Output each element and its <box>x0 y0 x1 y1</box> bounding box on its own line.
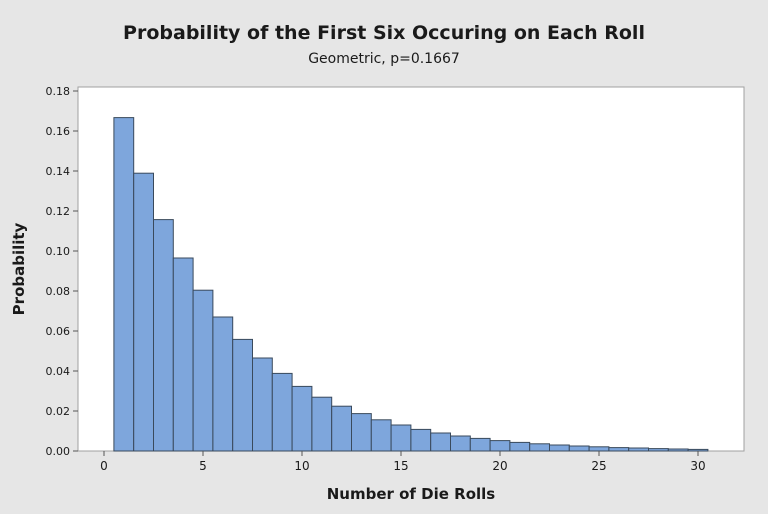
bar-18 <box>450 435 471 452</box>
bar-1 <box>113 117 135 452</box>
x-tick-label: 20 <box>492 459 507 473</box>
bar-15 <box>390 424 412 452</box>
x-axis: 0 5 10 15 20 25 30 <box>100 451 706 473</box>
y-tick-label: 0.08 <box>46 285 71 298</box>
bar-4 <box>172 257 194 452</box>
bar-14 <box>370 419 392 452</box>
y-tick-label: 0.04 <box>46 365 71 378</box>
bar-6 <box>212 316 234 452</box>
x-tick-label: 0 <box>100 459 108 473</box>
bar-10 <box>291 385 313 452</box>
bar-21 <box>509 441 531 452</box>
x-tick-label: 30 <box>690 459 705 473</box>
bar-19 <box>469 437 491 452</box>
y-tick-label: 0.14 <box>46 165 71 178</box>
bar-3 <box>153 219 174 452</box>
y-tick-label: 0.18 <box>46 85 71 98</box>
y-tick-label: 0.06 <box>46 325 71 338</box>
bar-23 <box>549 444 570 452</box>
x-tick-label: 10 <box>294 459 309 473</box>
x-tick-label: 15 <box>393 459 408 473</box>
bar-20 <box>489 440 511 452</box>
y-axis: 0.00 0.02 0.04 0.06 0.08 0.10 0.12 0.14 0.16 0.18 <box>46 85 78 458</box>
bar-29 <box>667 448 689 452</box>
y-tick-label: 0.10 <box>46 245 71 258</box>
bars-layer <box>113 117 709 452</box>
bar-30 <box>687 448 709 452</box>
bar-27 <box>628 447 650 452</box>
bar-11 <box>311 396 333 452</box>
bar-13 <box>351 413 372 452</box>
y-tick-label: 0.16 <box>46 125 71 138</box>
bar-2 <box>133 172 154 452</box>
x-tick-label: 5 <box>199 459 207 473</box>
chart-title: Probability of the First Six Occuring on… <box>123 22 645 44</box>
bar-22 <box>529 443 551 452</box>
bar-12 <box>331 405 353 452</box>
bar-16 <box>410 428 432 452</box>
y-axis-label: Probability <box>10 222 28 315</box>
y-tick-label: 0.02 <box>46 405 71 418</box>
bar-25 <box>588 446 610 452</box>
bar-5 <box>192 289 214 452</box>
chart-subtitle: Geometric, p=0.1667 <box>308 51 460 67</box>
bar-9 <box>271 372 293 452</box>
bar-17 <box>430 432 452 452</box>
y-tick-label: 0.12 <box>46 205 71 218</box>
bar-7 <box>232 338 253 452</box>
bar-26 <box>608 447 630 452</box>
x-axis-label: Number of Die Rolls <box>327 485 496 503</box>
bar-8 <box>252 357 273 452</box>
x-tick-label: 25 <box>591 459 606 473</box>
bar-24 <box>568 445 590 452</box>
y-tick-label: 0.00 <box>46 445 71 458</box>
bar-28 <box>648 448 669 452</box>
